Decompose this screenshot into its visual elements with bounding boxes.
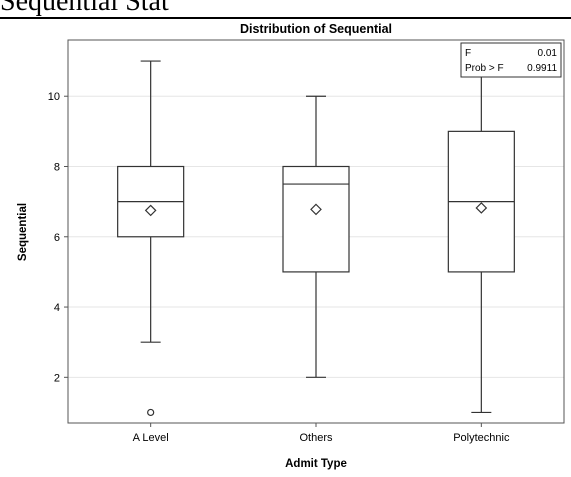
y-tick-label: 10: [48, 91, 60, 103]
x-tick-label: A Level: [133, 432, 169, 444]
stat-f-label: F: [465, 48, 471, 59]
box-a-level: [117, 60, 185, 417]
boxes: [117, 60, 515, 417]
stats-box-frame: [460, 42, 562, 78]
y-tick-label: 6: [54, 232, 60, 244]
mean-marker: [310, 203, 322, 216]
box-others: [282, 95, 350, 378]
mean-marker: [475, 202, 488, 214]
stats-box: F 0.01 Prob > F 0.9911: [460, 42, 562, 78]
x-tick-label: Polytechnic: [453, 432, 510, 444]
mean-marker: [144, 204, 157, 217]
stat-f-value: 0.01: [538, 48, 558, 59]
iqr-box: [282, 165, 350, 273]
page-header-title: Sequential Stat: [0, 0, 169, 17]
header-rule: [0, 17, 571, 19]
stat-p-value: 0.9911: [527, 63, 557, 74]
x-tick-label: Others: [299, 432, 333, 444]
y-axis-label: Sequential: [17, 203, 29, 261]
x-axis-label: Admit Type: [285, 458, 347, 470]
y-axis: 2 4 6 8 10: [48, 91, 68, 384]
box-polytechnic: [447, 60, 515, 414]
y-tick-label: 2: [54, 372, 60, 384]
outlier-point: [147, 408, 155, 417]
stat-p-label: Prob > F: [465, 63, 504, 74]
x-axis: A Level Others Polytechnic: [133, 423, 510, 444]
chart-title: Distribution of Sequential: [240, 22, 392, 36]
y-tick-label: 4: [54, 302, 60, 314]
y-tick-label: 8: [54, 161, 60, 173]
plot-frame: [67, 39, 565, 424]
